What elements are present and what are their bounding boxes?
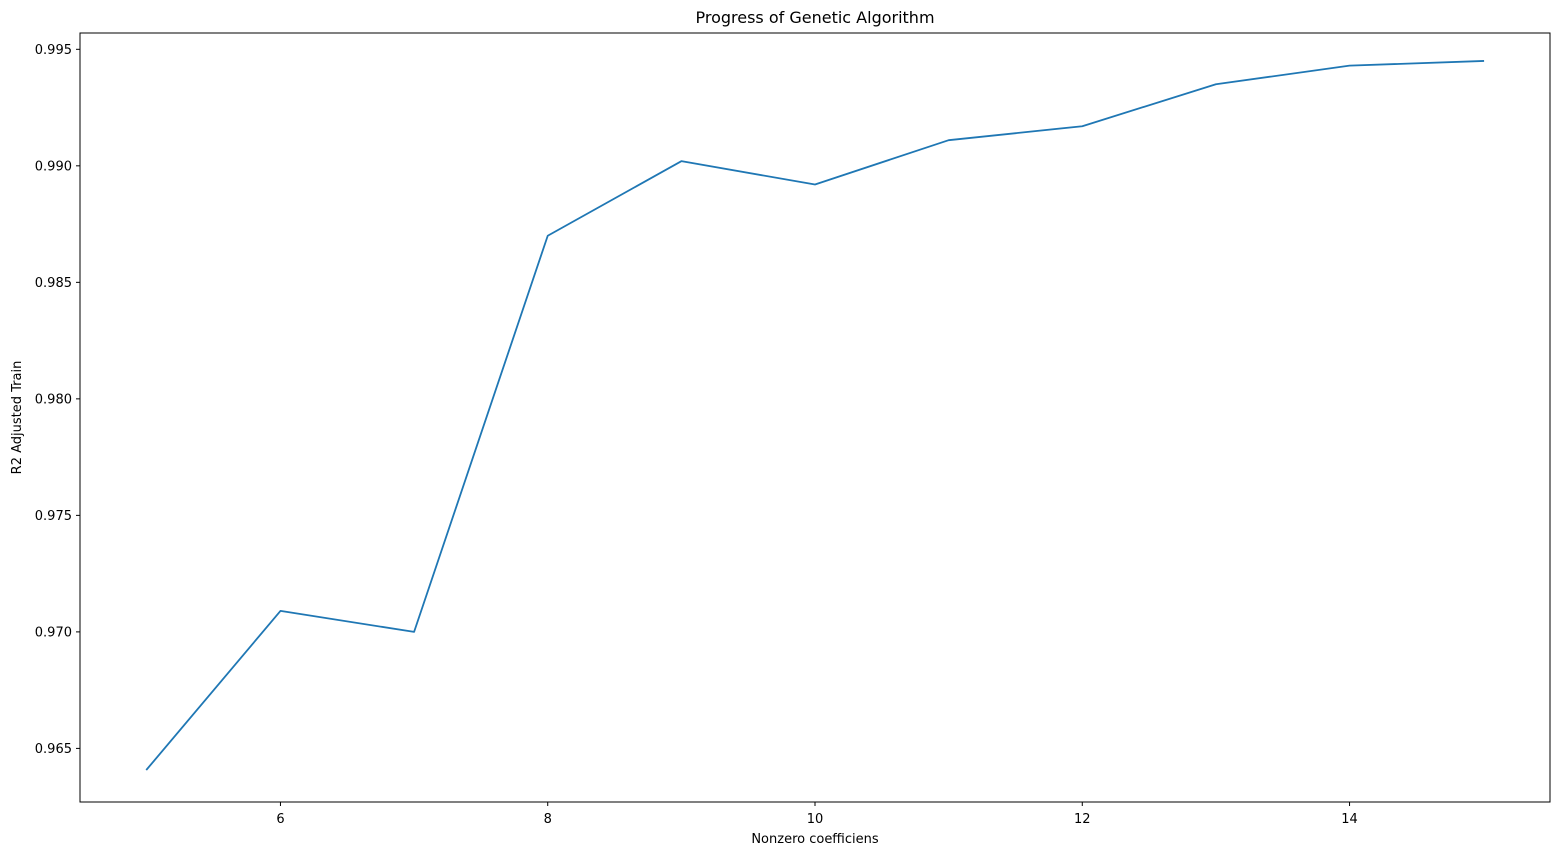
x-tick-label: 14 (1341, 812, 1358, 827)
x-tick-label: 12 (1074, 812, 1091, 827)
x-tick-label: 10 (807, 812, 824, 827)
y-tick-label: 0.995 (35, 43, 72, 58)
y-axis-ticks: 0.965 0.970 0.975 0.980 0.985 0.990 0.995 (35, 43, 80, 757)
y-tick-label: 0.980 (35, 392, 72, 407)
y-tick-label: 0.985 (35, 276, 72, 291)
y-tick-label: 0.965 (35, 742, 72, 757)
x-axis-ticks: 6 8 10 12 14 (276, 802, 1358, 827)
chart-title: Progress of Genetic Algorithm (695, 8, 934, 27)
x-axis-label: Nonzero coefficiens (751, 832, 879, 847)
x-tick-label: 8 (544, 812, 552, 827)
y-tick-label: 0.975 (35, 509, 72, 524)
x-tick-label: 6 (276, 812, 284, 827)
y-axis-label: R2 Adjusted Train (10, 361, 25, 475)
series-layer (145, 60, 1485, 771)
y-tick-label: 0.990 (35, 159, 72, 174)
y-tick-label: 0.970 (35, 625, 72, 640)
